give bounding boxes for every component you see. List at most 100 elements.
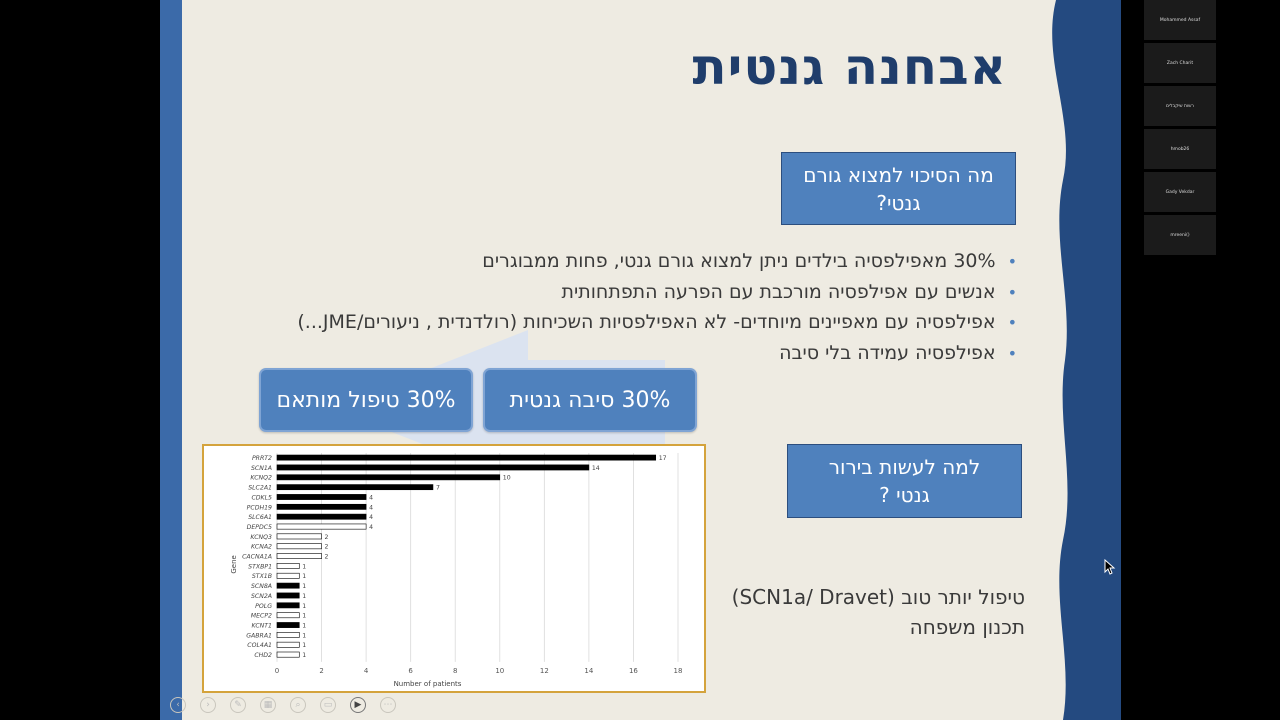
chart-bar — [276, 523, 367, 530]
participant-tile[interactable]: Mohammed Assaf — [1144, 0, 1216, 40]
chart-category-label: GABRA1 — [246, 632, 272, 639]
slide-left-bar — [160, 0, 182, 720]
bullet-dot-icon: • — [1007, 282, 1017, 302]
chart-value-label: 1 — [302, 593, 306, 600]
chart-bar — [276, 553, 322, 559]
chart-x-tick-label: 2 — [319, 667, 323, 675]
chart-x-tick-label: 18 — [674, 667, 683, 675]
chart-category-label: SLC6A1 — [248, 514, 272, 521]
participant-panel: Mohammed Assaf Zach Charit רשות שיקבלים … — [1144, 0, 1216, 258]
chart-value-label: 2 — [325, 544, 329, 551]
chart-category-label: SCN2A — [251, 593, 272, 600]
chart-value-label: 1 — [302, 613, 306, 620]
question-box-chance: מה הסיכוי למצוא גורם גנטי? — [781, 152, 1016, 225]
chart-bar — [276, 612, 300, 619]
chart-category-label: DEPDC5 — [247, 524, 272, 531]
chart-category-label: CACNA1A — [242, 554, 272, 561]
chart-bar — [276, 563, 300, 569]
chart-category-label: KCNQ3 — [250, 534, 272, 541]
bullet-item: •אפילפסיה עמידה בלי סיבה — [779, 341, 1017, 364]
chart-x-tick-label: 10 — [495, 667, 504, 675]
chart-category-label: MECP2 — [251, 613, 272, 620]
chart-x-tick-label: 16 — [629, 667, 638, 675]
chart-value-label: 10 — [503, 475, 511, 482]
chart-bar — [276, 622, 300, 628]
chart-category-label: COL4A1 — [247, 642, 272, 649]
chart-x-tick-label: 14 — [584, 667, 593, 675]
chart-category-label: CHD2 — [254, 652, 272, 659]
note-line: טיפול יותר טוב (SCN1a/ Dravet) — [731, 585, 1025, 609]
bottom-notes: טיפול יותר טוב (SCN1a/ Dravet) תכנון משפ… — [732, 582, 1025, 642]
participant-tile[interactable]: Zach Charit — [1144, 43, 1216, 83]
chart-x-tick-label: 8 — [453, 667, 457, 675]
chart-bar — [276, 582, 300, 589]
note-line: תכנון משפחה — [909, 615, 1025, 639]
chart-category-label: PCDH19 — [247, 504, 272, 511]
chart-category-label: STXBP1 — [248, 563, 272, 570]
chart-value-label: 14 — [592, 465, 600, 472]
participant-tile[interactable]: רשות שיקבלים — [1144, 86, 1216, 126]
chart-category-label: KCNQ2 — [250, 475, 272, 482]
chart-bar — [276, 513, 367, 520]
more-options-icon[interactable]: ⋯ — [380, 697, 396, 713]
chart-bar — [276, 474, 501, 481]
chart-category-label: SCN1A — [251, 465, 272, 472]
chart-category-label: CDKL5 — [251, 494, 272, 501]
chart-value-label: 1 — [302, 642, 306, 649]
zoom-icon[interactable]: ⌕ — [290, 697, 306, 713]
chart-category-label: SLC2A1 — [248, 485, 272, 492]
chart-bar — [276, 602, 300, 609]
question-text: למה לעשות בירור גנטי ? — [828, 455, 981, 507]
participant-tile[interactable]: mreeni() — [1144, 215, 1216, 255]
chart-value-label: 1 — [302, 632, 306, 639]
bullet-item: •אנשים עם אפילפסיה מורכבת עם הפרעה התפתח… — [561, 280, 1017, 303]
subtitles-icon[interactable]: ▭ — [320, 697, 336, 713]
participant-tile[interactable]: hmob26 — [1144, 129, 1216, 169]
slide-wave-decoration — [1052, 0, 1121, 720]
bullet-dot-icon: • — [1007, 313, 1017, 332]
chart-value-label: 1 — [302, 573, 306, 580]
chart-category-label: PRRT2 — [252, 455, 272, 462]
slide-title: אבחנה גנטית — [692, 38, 1007, 96]
chart-category-label: KCNT1 — [251, 622, 272, 629]
chart-bar — [276, 543, 322, 550]
chart-bar — [276, 533, 322, 540]
chart-bar — [276, 503, 367, 510]
chart-category-label: SCN8A — [251, 583, 272, 590]
chart-value-label: 1 — [302, 563, 306, 570]
pen-icon[interactable]: ✎ — [230, 697, 246, 713]
chart-bar — [276, 484, 434, 491]
prev-slide-icon[interactable]: ‹ — [170, 697, 186, 713]
chart-bar — [276, 592, 300, 599]
chart-value-label: 2 — [325, 554, 329, 561]
chart-category-label: STX1B — [252, 573, 272, 580]
slides-grid-icon[interactable]: ▦ — [260, 697, 276, 713]
bullet-dot-icon: • — [1007, 343, 1017, 363]
bullet-list: •30% מאפילפסיה בילדים ניתן למצוא גורם גנ… — [197, 246, 1017, 368]
chart-x-tick-label: 4 — [364, 667, 369, 675]
camera-icon[interactable]: ▶ — [350, 697, 366, 713]
chart-value-label: 1 — [302, 622, 306, 629]
pill-genetic-cause: 30% סיבה גנטית — [483, 368, 697, 432]
chart-value-label: 1 — [302, 652, 306, 659]
gene-chart: 0 2 4 6 8 10 12 14 16 18 PRRT2 17 SCN1A 14 KCNQ2 10 SLC2… — [202, 444, 706, 693]
chart-bar — [276, 454, 657, 461]
chart-value-label: 4 — [369, 494, 373, 501]
bullet-dot-icon: • — [1007, 252, 1017, 271]
chart-value-label: 1 — [302, 583, 306, 590]
chart-value-label: 7 — [436, 485, 440, 492]
mouse-cursor-icon — [1104, 558, 1116, 575]
next-slide-icon[interactable]: › — [200, 697, 216, 713]
participant-tile[interactable]: Gady Vekdar — [1144, 172, 1216, 212]
chart-value-label: 2 — [325, 534, 329, 541]
chart-bar — [276, 632, 300, 638]
bullet-item: •30% מאפילפסיה בילדים ניתן למצוא גורם גנ… — [482, 250, 1017, 272]
pill-tailored-treatment: 30% טיפול מותאם — [259, 368, 473, 432]
chart-y-axis-label: Gene — [230, 555, 238, 573]
question-text: מה הסיכוי למצוא גורם גנטי? — [803, 162, 994, 215]
chart-value-label: 4 — [369, 514, 373, 521]
slide: אבחנה גנטית מה הסיכוי למצוא גורם גנטי? •… — [160, 0, 1121, 720]
chart-x-tick-label: 0 — [275, 667, 279, 675]
chart-bar — [276, 641, 300, 648]
